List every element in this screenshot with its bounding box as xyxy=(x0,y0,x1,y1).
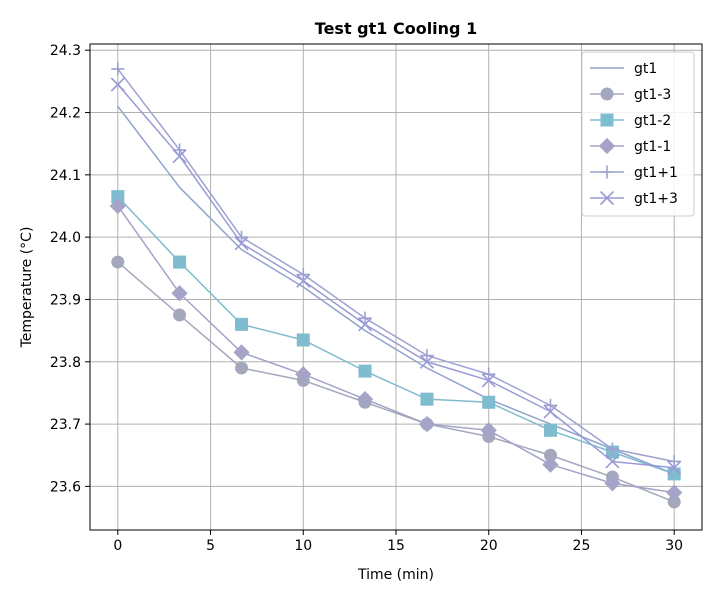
x-tick-label: 25 xyxy=(573,538,591,554)
x-tick-label: 0 xyxy=(113,538,122,554)
data-point-gt1-2 xyxy=(111,190,125,204)
data-point-gt1+3 xyxy=(234,236,249,251)
legend-label: gt1+1 xyxy=(634,165,678,181)
series-gt1+1 xyxy=(111,62,681,468)
data-point-gt1+1 xyxy=(543,398,557,412)
series-gt1+3 xyxy=(110,77,682,475)
legend: gt1 gt1-3 gt1-2 gt1-1 gt1+1 gt1+3 xyxy=(581,51,695,217)
data-point-gt1-1 xyxy=(356,391,374,408)
data-point-gt1-2 xyxy=(358,364,372,378)
data-point-gt1+3 xyxy=(357,317,373,332)
data-point-gt1-1 xyxy=(233,344,250,361)
series-gt1-2 xyxy=(111,190,681,481)
data-point-gt1-1 xyxy=(604,475,621,492)
axis-ticks: 0 5 10 15 20 25 30 23.6 23.7 23.8 23.9 24.0 24.1 24.2… xyxy=(50,43,683,554)
legend-marker xyxy=(600,113,614,127)
x-tick-label: 20 xyxy=(480,538,498,554)
legend-marker xyxy=(600,165,614,179)
series-line-gt1-2 xyxy=(117,196,675,475)
x-tick-label: 10 xyxy=(294,538,312,554)
data-point-gt1+3 xyxy=(481,373,496,388)
y-tick-label: 23.9 xyxy=(50,292,81,308)
legend-item-gt1+1: gt1+1 xyxy=(590,165,678,181)
x-tick-label: 15 xyxy=(387,538,405,554)
series-gt1-1 xyxy=(109,197,683,501)
grid xyxy=(90,44,702,530)
legend-marker xyxy=(600,87,614,101)
data-point-gt1-1 xyxy=(666,484,683,501)
data-point-gt1-2 xyxy=(173,255,187,269)
data-point-gt1-1 xyxy=(109,197,126,215)
data-point-gt1-1 xyxy=(480,422,497,439)
data-point-gt1-3 xyxy=(667,495,681,509)
legend-label: gt1-2 xyxy=(634,113,671,129)
x-tick-label: 5 xyxy=(206,538,215,554)
data-point-gt1-1 xyxy=(295,366,312,383)
legend-label: gt1 xyxy=(634,61,657,77)
data-point-gt1+3 xyxy=(296,273,311,288)
data-point-gt1+1 xyxy=(296,268,310,282)
y-tick-label: 24.1 xyxy=(50,168,81,184)
data-point-gt1+1 xyxy=(173,143,187,157)
legend-marker xyxy=(599,190,615,206)
legend-item-gt1+3: gt1+3 xyxy=(590,190,678,207)
data-point-gt1+1 xyxy=(667,454,681,468)
legend-item-gt1-2: gt1-2 xyxy=(590,113,671,129)
data-point-gt1+3 xyxy=(667,460,682,475)
series-line-gt1+3 xyxy=(117,84,675,469)
y-tick-label: 24.0 xyxy=(50,230,81,246)
legend-item-gt1-1: gt1-1 xyxy=(590,137,671,155)
data-point-gt1-3 xyxy=(235,361,249,375)
y-tick-label: 23.7 xyxy=(50,417,81,433)
data-point-gt1-3 xyxy=(111,255,125,269)
data-point-gt1+1 xyxy=(605,442,619,456)
data-point-gt1-1 xyxy=(418,415,436,433)
legend-item-gt1-3: gt1-3 xyxy=(590,87,671,103)
data-point-gt1+1 xyxy=(358,311,372,325)
series-line-gt1-1 xyxy=(117,205,675,494)
data-point-gt1+3 xyxy=(110,77,125,92)
data-point-gt1-2 xyxy=(420,392,434,406)
data-point-gt1-2 xyxy=(543,423,557,437)
y-tick-label: 24.2 xyxy=(50,106,81,122)
series-line-gt1+1 xyxy=(117,68,675,463)
data-point-gt1-2 xyxy=(296,333,310,347)
data-point-gt1-2 xyxy=(667,467,681,481)
x-tick-label: 30 xyxy=(665,538,683,554)
data-point-gt1+3 xyxy=(543,404,558,419)
y-tick-label: 23.8 xyxy=(50,355,81,371)
data-point-gt1-3 xyxy=(173,308,187,322)
data-point-gt1+3 xyxy=(605,454,620,469)
series-line-gt1-3 xyxy=(117,261,675,503)
data-point-gt1+1 xyxy=(111,62,125,76)
data-point-gt1-1 xyxy=(542,456,559,473)
y-axis-label: Temperature (°C) xyxy=(19,227,35,349)
data-point-gt1+1 xyxy=(482,367,496,381)
legend-label: gt1+3 xyxy=(634,191,678,207)
legend-item-gt1: gt1 xyxy=(590,61,657,77)
y-tick-label: 24.3 xyxy=(50,43,81,59)
data-point-gt1+3 xyxy=(172,149,187,164)
data-point-gt1-3 xyxy=(543,448,557,462)
x-axis-label: Time (min) xyxy=(357,567,434,583)
data-point-gt1+1 xyxy=(420,349,434,363)
legend-label: gt1-3 xyxy=(634,87,671,103)
data-point-gt1-2 xyxy=(235,317,249,331)
legend-marker xyxy=(598,137,616,155)
data-point-gt1-2 xyxy=(482,395,496,409)
chart-title: Test gt1 Cooling 1 xyxy=(315,19,477,38)
y-tick-label: 23.6 xyxy=(50,479,81,495)
series-layer xyxy=(109,62,683,509)
data-point-gt1+3 xyxy=(419,354,435,369)
data-point-gt1-1 xyxy=(171,285,188,302)
legend-label: gt1-1 xyxy=(634,139,671,155)
